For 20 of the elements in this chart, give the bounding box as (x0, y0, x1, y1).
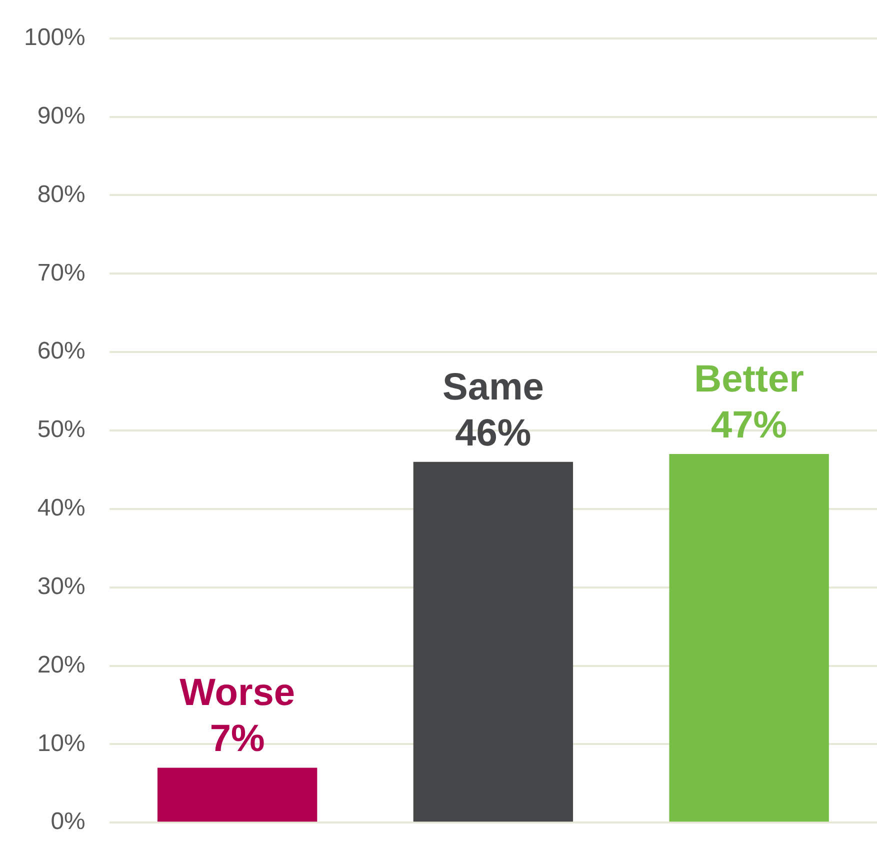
y-tick-label: 50% (37, 416, 86, 444)
y-tick-label: 20% (37, 651, 86, 678)
y-tick-label: 0% (50, 808, 86, 836)
data-label: 47% (711, 404, 788, 447)
bar (157, 768, 318, 822)
y-tick-label: 90% (37, 102, 86, 130)
y-tick-label: 30% (37, 572, 86, 600)
x-tick-label: Same (442, 366, 544, 408)
y-tick-label: 100% (24, 24, 86, 52)
x-tick-label: Worse (180, 672, 296, 714)
data-label: 46% (455, 412, 532, 454)
y-tick-label: 80% (37, 180, 86, 208)
y-tick-label: 10% (37, 730, 86, 757)
y-tick-label: 70% (37, 259, 86, 286)
y-tick-label: 40% (37, 494, 86, 522)
y-tick-label: 60% (37, 338, 86, 365)
data-label: 7% (210, 718, 265, 760)
bar (669, 454, 829, 822)
bar (413, 462, 574, 822)
x-tick-label: Better (694, 358, 804, 401)
